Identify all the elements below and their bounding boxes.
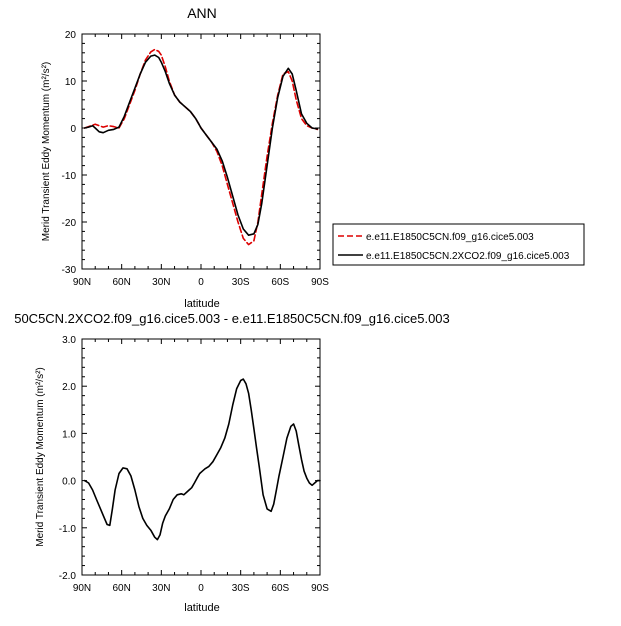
top-x-axis-label: latitude <box>184 298 219 310</box>
series-line-0 <box>83 378 321 541</box>
x-tick-label: 60S <box>271 277 289 288</box>
y-tick-label: 1.0 <box>62 429 76 440</box>
bottom-y-axis-label: Merid Transient Eddy Momentum (m²/s²) <box>35 367 46 547</box>
y-tick-label: 0.0 <box>62 477 76 488</box>
series-line-1 <box>83 54 319 236</box>
x-tick-label: 60N <box>112 583 130 594</box>
y-tick-label: -30 <box>62 265 77 276</box>
x-tick-label: 30S <box>232 583 250 594</box>
top-y-axis: -30 -20 -10 0 10 20 <box>62 30 320 276</box>
x-tick-label: 90S <box>311 583 329 594</box>
bottom-x-axis: 90N 60N 30N 0 30S 60S 90S <box>73 339 329 594</box>
y-tick-label: 20 <box>65 30 77 41</box>
top-panel: ANN -30 -20 -10 0 10 20 90N 60N 30N 0 30S 60S 90S l… <box>41 5 585 310</box>
bottom-x-axis-label: latitude <box>184 602 219 614</box>
x-tick-label: 60S <box>271 583 289 594</box>
bottom-panel: 50C5CN.2XCO2.f09_g16.cice5.003 - e.e11.E… <box>14 311 450 614</box>
y-tick-label: -1.0 <box>59 524 77 535</box>
bottom-chart-title: 50C5CN.2XCO2.f09_g16.cice5.003 - e.e11.E… <box>14 311 450 326</box>
x-tick-label: 60N <box>112 277 130 288</box>
x-tick-label: 30S <box>232 277 250 288</box>
bottom-y-axis: -2.0 -1.0 0.0 1.0 2.0 3.0 <box>59 335 320 582</box>
y-tick-label: 0 <box>70 124 76 135</box>
x-tick-label: 0 <box>198 583 204 594</box>
top-y-axis-label: Merid Transient Eddy Momentum (m²/s²) <box>41 62 52 242</box>
top-series-lines <box>83 48 319 246</box>
x-tick-label: 30N <box>152 277 170 288</box>
x-tick-label: 0 <box>198 277 204 288</box>
top-plot-frame <box>81 33 321 270</box>
bottom-plot-frame <box>81 338 321 576</box>
legend: e.e11.E1850C5CN.f09_g16.cice5.003 e.e11.… <box>332 223 585 266</box>
legend-label-control: e.e11.E1850C5CN.f09_g16.cice5.003 <box>366 232 534 243</box>
y-tick-label: -20 <box>62 218 77 229</box>
x-tick-label: 30N <box>152 583 170 594</box>
y-tick-label: -2.0 <box>59 571 77 582</box>
legend-label-2xco2: e.e11.E1850C5CN.2XCO2.f09_g16.cice5.003 <box>366 251 570 262</box>
bottom-series-lines <box>83 378 321 541</box>
x-tick-label: 90N <box>73 583 91 594</box>
y-tick-label: 2.0 <box>62 382 76 393</box>
legend-box <box>332 223 585 266</box>
top-chart-title: ANN <box>187 5 217 21</box>
y-tick-label: 10 <box>65 77 77 88</box>
y-tick-label: 3.0 <box>62 335 76 346</box>
x-tick-label: 90N <box>73 277 91 288</box>
y-tick-label: -10 <box>62 171 77 182</box>
x-tick-label: 90S <box>311 277 329 288</box>
